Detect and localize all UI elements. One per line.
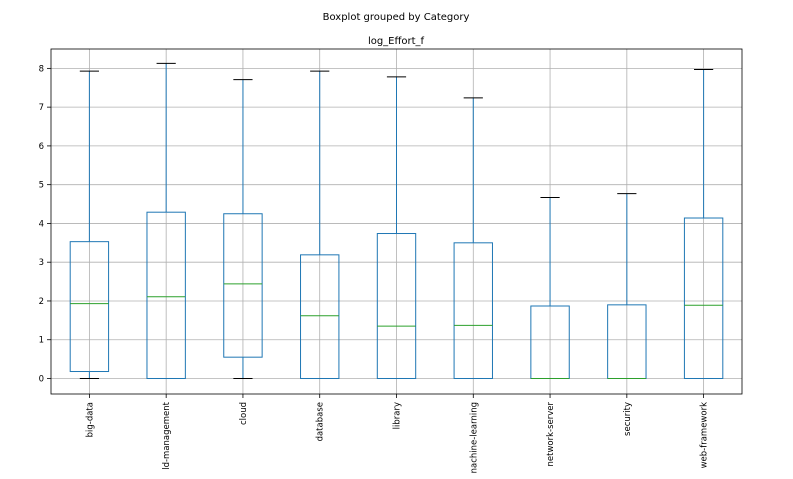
axes-frame xyxy=(50,48,743,395)
axis-ticks: 0 1 2 3 4 5 6 7 8 big-data ld-management cloud datab… xyxy=(39,64,710,473)
box-group xyxy=(300,70,340,379)
iqr-box xyxy=(683,217,724,379)
y-tick-label: 1 xyxy=(39,336,44,346)
axes-title: log_Effort_f xyxy=(368,36,425,47)
iqr-box xyxy=(69,241,110,373)
y-tick-label: 2 xyxy=(39,297,44,307)
x-tick-label: nachine-learning xyxy=(469,402,479,473)
x-tick-label: security xyxy=(623,402,633,436)
box-group xyxy=(223,79,263,379)
y-tick-label: 7 xyxy=(39,103,44,113)
y-tick-label: 8 xyxy=(39,64,44,74)
box-group xyxy=(376,76,417,379)
box-group xyxy=(683,69,724,379)
y-tick-label: 3 xyxy=(39,258,44,268)
iqr-box xyxy=(453,242,493,379)
x-tick-label: big-data xyxy=(85,402,95,437)
box-group xyxy=(69,70,110,379)
iqr-box xyxy=(223,213,263,358)
iqr-box xyxy=(376,233,417,379)
x-tick-label: cloud xyxy=(239,402,249,425)
x-tick-label: library xyxy=(393,402,403,429)
figure-suptitle: Boxplot grouped by Category xyxy=(323,12,470,23)
iqr-box xyxy=(300,254,340,379)
x-tick-label: database xyxy=(316,402,326,441)
x-tick-label: ld-management xyxy=(162,401,172,469)
x-tick-label: network-server xyxy=(546,402,556,467)
y-tick-label: 5 xyxy=(39,181,44,191)
x-tick-label: web-framework xyxy=(700,402,710,468)
box-group xyxy=(453,97,493,379)
box-group xyxy=(146,62,186,379)
box-group xyxy=(530,196,570,379)
y-tick-label: 6 xyxy=(39,142,44,152)
y-tick-label: 4 xyxy=(39,219,44,229)
iqr-box xyxy=(146,211,186,379)
box-group xyxy=(607,193,647,379)
boxes xyxy=(69,62,724,379)
y-tick-label: 0 xyxy=(39,374,44,384)
